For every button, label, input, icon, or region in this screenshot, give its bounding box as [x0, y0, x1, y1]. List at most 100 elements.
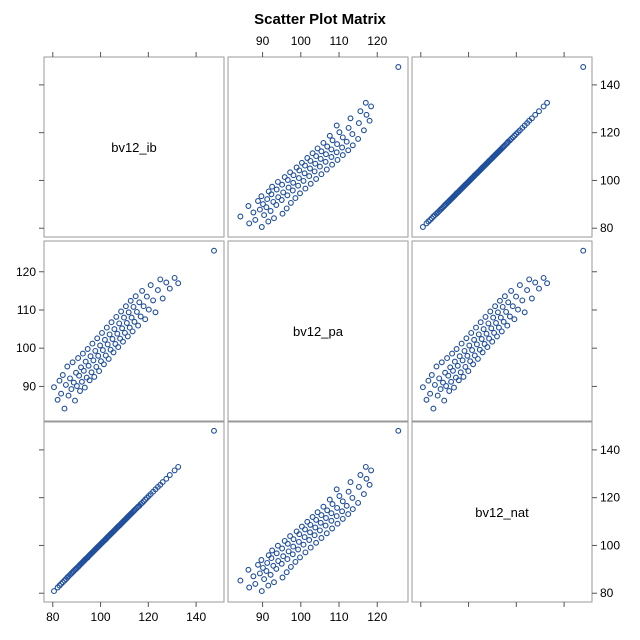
data-point	[298, 159, 305, 166]
data-point	[485, 320, 492, 327]
data-point	[339, 152, 346, 159]
data-point	[104, 341, 111, 348]
data-point	[440, 379, 446, 386]
data-point	[121, 314, 127, 321]
data-point	[101, 336, 108, 343]
data-point	[336, 493, 343, 499]
tick-label: 120	[367, 34, 387, 48]
tick-label: 80	[600, 586, 614, 600]
data-point	[301, 534, 308, 541]
data-point	[211, 247, 217, 254]
data-point	[334, 520, 341, 527]
data-point	[265, 552, 272, 559]
data-point	[82, 358, 89, 365]
data-point	[111, 326, 118, 333]
data-point	[73, 369, 79, 376]
data-point	[133, 308, 140, 315]
data-point	[339, 144, 346, 151]
data-point	[97, 342, 104, 349]
data-point	[544, 99, 551, 106]
data-point	[152, 309, 159, 316]
data-point	[67, 375, 73, 382]
data-point	[307, 529, 313, 536]
data-point	[267, 571, 274, 578]
data-point	[324, 507, 331, 514]
data-point	[470, 361, 477, 368]
data-point	[304, 155, 311, 161]
data-point	[258, 588, 265, 595]
data-point	[513, 293, 520, 300]
data-point	[79, 350, 86, 357]
data-point	[343, 138, 350, 145]
data-point	[501, 293, 508, 300]
panel-frame	[43, 240, 225, 422]
data-point	[500, 318, 507, 325]
data-point	[368, 467, 375, 474]
data-point	[468, 329, 475, 336]
data-point	[237, 213, 244, 220]
data-point	[307, 544, 314, 551]
data-point	[494, 309, 501, 316]
data-point	[362, 463, 369, 470]
data-point	[261, 212, 268, 219]
data-point	[493, 320, 499, 326]
data-point	[521, 309, 528, 316]
data-point	[270, 562, 277, 569]
data-point	[498, 328, 505, 335]
data-point	[328, 510, 335, 517]
data-point	[326, 496, 333, 503]
data-point	[511, 316, 518, 323]
panel-bv12_ib-vs-bv12_ib: bv12_ib	[43, 56, 225, 238]
data-point	[150, 297, 157, 304]
data-point	[62, 381, 69, 388]
data-point	[269, 183, 276, 190]
data-point	[117, 335, 124, 342]
data-point	[580, 247, 587, 254]
data-point	[69, 359, 76, 366]
tick-label: 90	[256, 34, 270, 48]
data-point	[275, 194, 282, 201]
data-point	[263, 204, 270, 211]
data-point	[274, 542, 281, 549]
data-point	[132, 293, 139, 300]
data-point	[320, 503, 327, 510]
data-point	[93, 363, 100, 370]
data-point	[457, 369, 464, 376]
data-point	[265, 582, 272, 589]
data-point	[434, 392, 441, 399]
data-point	[343, 502, 350, 509]
data-point	[119, 325, 126, 332]
data-point	[287, 169, 294, 176]
data-point	[68, 386, 75, 393]
data-point	[285, 184, 292, 191]
data-point	[329, 137, 336, 144]
data-point	[318, 148, 325, 155]
data-point	[478, 336, 485, 342]
data-point	[76, 372, 83, 379]
data-point	[304, 518, 311, 525]
data-point	[306, 537, 313, 543]
data-point	[87, 353, 94, 360]
data-point	[171, 274, 178, 281]
data-point	[128, 314, 135, 321]
data-point	[103, 324, 110, 331]
panel-bv12_nat-vs-bv12_nat: bv12_nat	[411, 421, 593, 603]
data-point	[281, 537, 288, 544]
data-point	[118, 308, 125, 315]
data-point	[320, 139, 327, 146]
data-point	[499, 303, 506, 310]
data-point	[290, 543, 297, 550]
data-point	[524, 287, 531, 294]
data-point	[145, 306, 152, 313]
data-point	[461, 347, 468, 354]
data-point	[59, 579, 66, 586]
data-point	[81, 384, 88, 391]
data-point	[124, 333, 131, 340]
data-point	[270, 198, 277, 205]
data-point	[75, 355, 82, 362]
data-point	[258, 193, 265, 200]
data-point	[70, 379, 77, 386]
data-point	[256, 570, 263, 577]
data-point	[329, 525, 336, 532]
data-point	[441, 397, 448, 404]
